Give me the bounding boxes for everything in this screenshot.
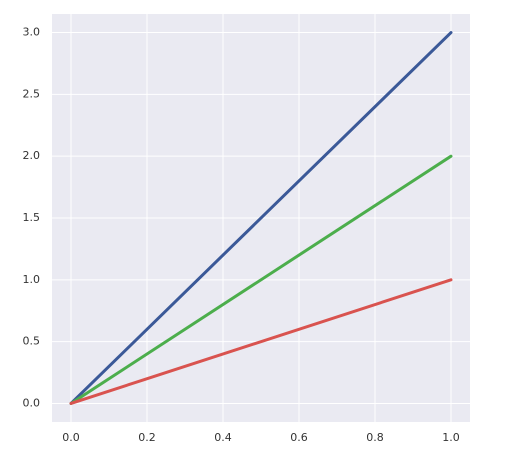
x-tick-label: 0.4: [214, 431, 232, 444]
y-tick-label: 0.0: [23, 396, 41, 409]
line: [69, 278, 453, 405]
x-tick-label: 0.0: [62, 431, 80, 444]
x-tick-label: 0.6: [290, 431, 308, 444]
y-tick-label: 2.0: [23, 149, 41, 162]
line: [69, 31, 453, 405]
y-tick-label: 0.5: [23, 335, 41, 348]
y-tick-label: 2.5: [23, 87, 41, 100]
y-tick-label: 1.0: [23, 273, 41, 286]
y-tick-label: 3.0: [23, 26, 41, 39]
y-tick-label: 1.5: [23, 211, 41, 224]
x-tick-label: 0.2: [138, 431, 156, 444]
x-tick-label: 1.0: [442, 431, 460, 444]
line: [69, 154, 453, 405]
x-tick-label: 0.8: [366, 431, 384, 444]
